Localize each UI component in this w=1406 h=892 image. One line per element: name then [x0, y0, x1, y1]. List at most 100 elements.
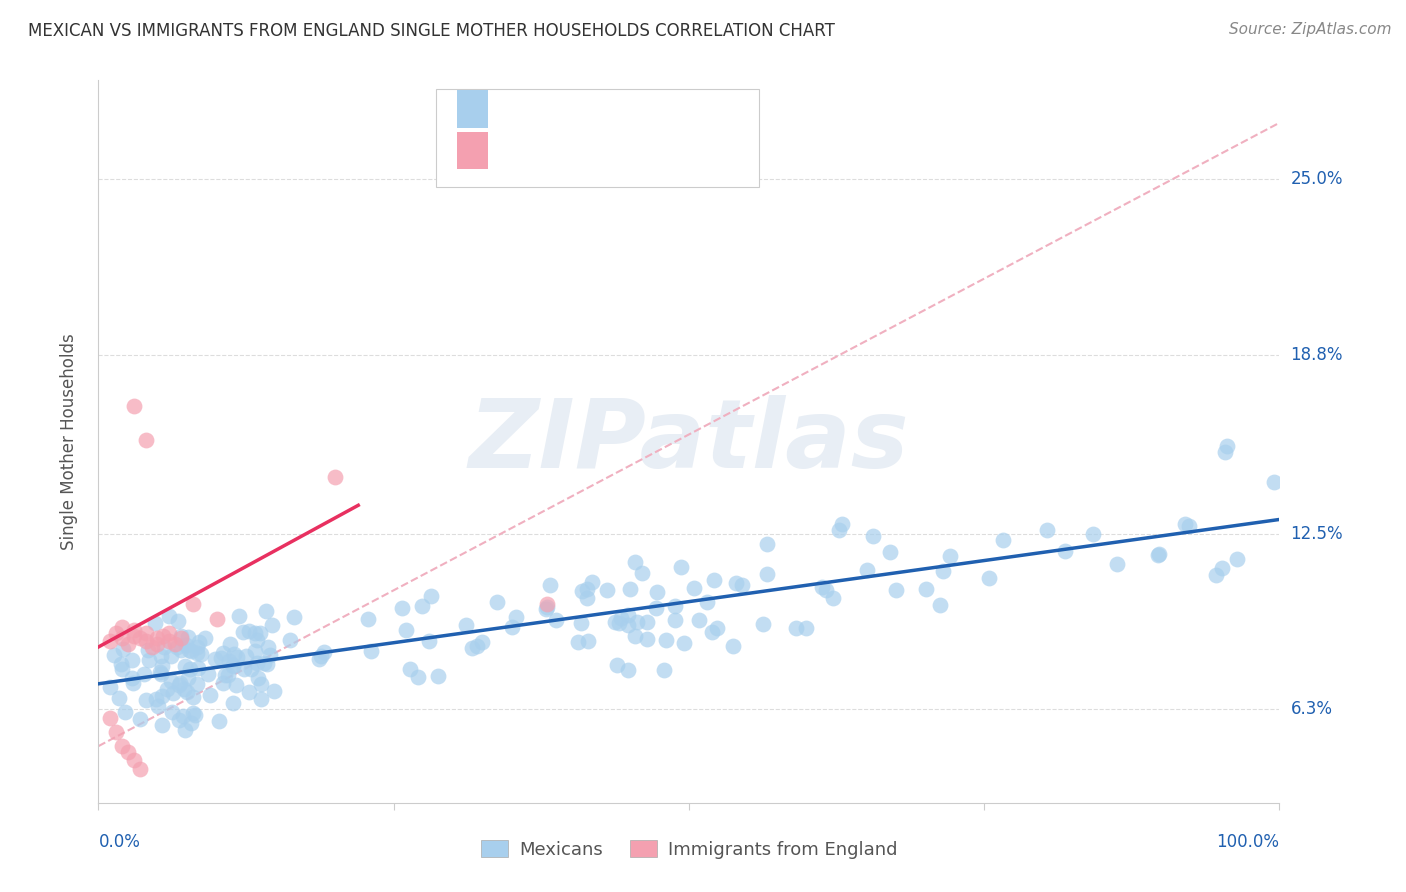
Point	[1226, 552, 1249, 566]
Point	[232, 625, 254, 640]
Point	[391, 601, 413, 615]
Point	[117, 745, 139, 759]
Point	[915, 582, 938, 597]
Point	[188, 635, 211, 649]
Point	[249, 625, 271, 640]
Point	[238, 685, 260, 699]
Point	[167, 678, 190, 692]
Point	[1213, 445, 1236, 459]
Point	[752, 617, 775, 632]
Point	[228, 608, 250, 623]
Text: 18.8%: 18.8%	[1291, 346, 1343, 364]
Point	[246, 671, 269, 685]
Point	[610, 611, 633, 625]
Point	[979, 571, 1001, 585]
Point	[636, 632, 658, 647]
Point	[157, 634, 180, 648]
Point	[208, 714, 231, 728]
Y-axis label: Single Mother Households: Single Mother Households	[59, 334, 77, 549]
Text: ZIPatlas: ZIPatlas	[468, 395, 910, 488]
Point	[141, 640, 163, 654]
Point	[606, 658, 628, 673]
Point	[619, 582, 641, 596]
Point	[205, 612, 228, 626]
Point	[427, 669, 450, 683]
Point	[135, 625, 157, 640]
Point	[136, 642, 159, 657]
Point	[222, 658, 245, 673]
Point	[1053, 544, 1076, 558]
Point	[616, 618, 638, 632]
Point	[238, 624, 260, 638]
Point	[173, 681, 195, 696]
Point	[128, 762, 150, 776]
Point	[159, 674, 181, 689]
Point	[181, 706, 204, 720]
Point	[100, 680, 122, 694]
Point	[811, 580, 834, 594]
Point	[186, 676, 208, 690]
Point	[143, 616, 166, 631]
Point	[1146, 548, 1168, 562]
Point	[617, 607, 640, 622]
Point	[145, 691, 167, 706]
Point	[664, 613, 686, 627]
Point	[755, 537, 778, 551]
Point	[198, 688, 221, 702]
Point	[360, 644, 382, 658]
Point	[135, 634, 157, 648]
Point	[700, 624, 723, 639]
Point	[218, 637, 240, 651]
Point	[581, 574, 603, 589]
Point	[395, 624, 418, 638]
Point	[991, 533, 1014, 547]
Point	[696, 595, 718, 609]
Point	[176, 630, 198, 644]
Point	[167, 614, 190, 628]
Text: 30: 30	[617, 142, 640, 160]
Point	[111, 662, 134, 676]
Point	[122, 629, 145, 643]
Point	[174, 638, 197, 652]
Text: 0.840: 0.840	[533, 100, 583, 118]
Point	[233, 662, 256, 676]
Point	[671, 559, 693, 574]
Point	[122, 623, 145, 637]
Point	[162, 686, 184, 700]
Point	[180, 643, 202, 657]
Point	[128, 632, 150, 646]
Point	[121, 653, 143, 667]
Point	[399, 662, 422, 676]
Point	[181, 598, 204, 612]
Point	[156, 681, 179, 696]
Point	[176, 685, 198, 699]
Point	[150, 689, 173, 703]
Point	[655, 633, 678, 648]
Point	[165, 637, 187, 651]
Point	[595, 582, 617, 597]
Point	[186, 646, 208, 660]
Point	[257, 640, 280, 654]
Point	[129, 712, 152, 726]
Point	[170, 629, 193, 643]
Legend: Mexicans, Immigrants from England: Mexicans, Immigrants from England	[481, 840, 897, 859]
Point	[1174, 516, 1197, 531]
Point	[862, 529, 884, 543]
Point	[544, 613, 567, 627]
Point	[688, 613, 710, 627]
Point	[152, 629, 174, 643]
Point	[683, 581, 706, 595]
Point	[283, 610, 305, 624]
Point	[157, 625, 180, 640]
Point	[225, 678, 247, 692]
Point	[623, 629, 645, 643]
Point	[160, 706, 183, 720]
Point	[108, 690, 131, 705]
Point	[1263, 475, 1285, 489]
Point	[98, 711, 121, 725]
Point	[166, 640, 188, 655]
Point	[153, 640, 176, 654]
Point	[249, 677, 271, 691]
Point	[110, 657, 132, 672]
Point	[111, 632, 134, 646]
